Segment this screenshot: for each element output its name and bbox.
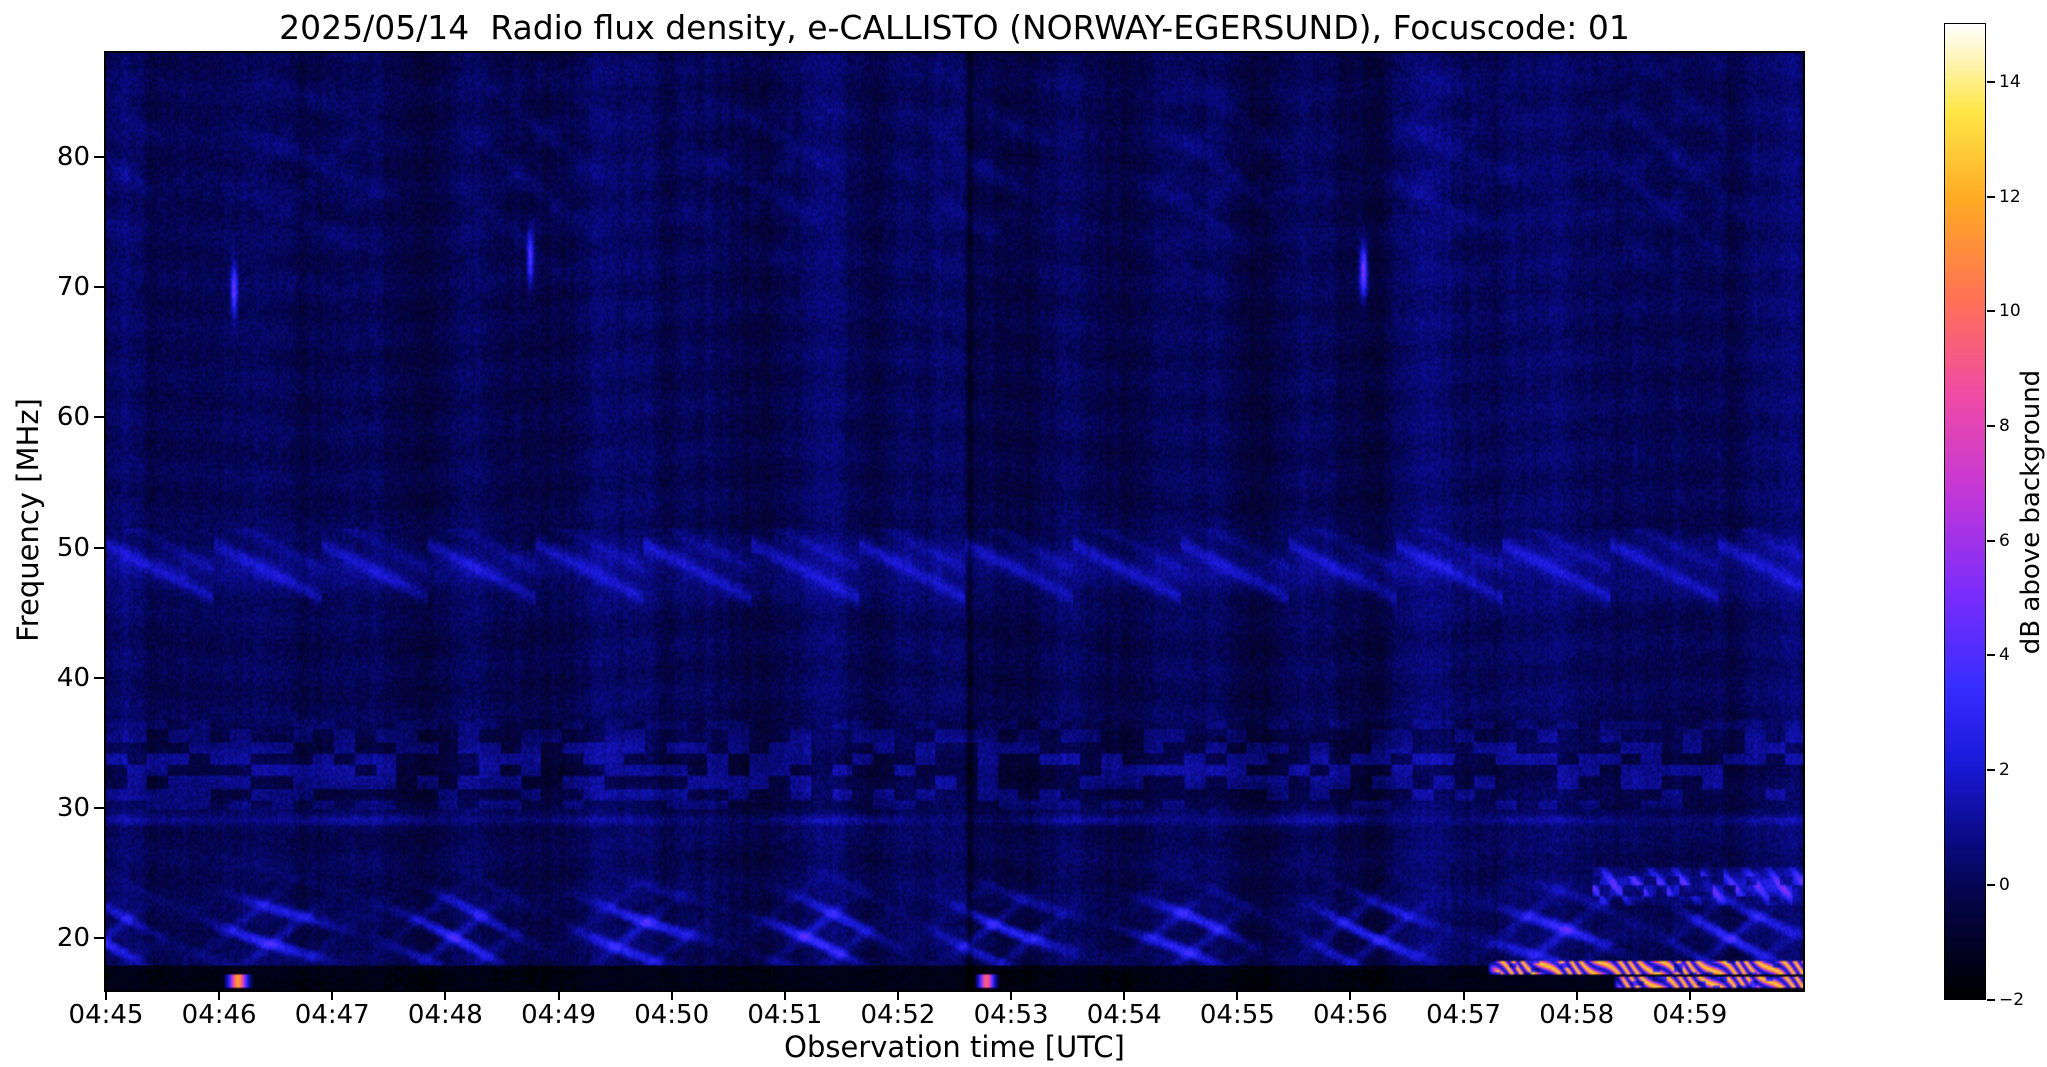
colorbar-tick-label: 12 (1999, 186, 2021, 207)
colorbar-tick-label: 6 (1999, 530, 2010, 551)
figure-title: 2025/05/14 Radio flux density, e-CALLIST… (279, 8, 1630, 47)
plot-area (104, 51, 1805, 992)
colorbar-tick-label: −2 (1999, 989, 2025, 1010)
x-tick (1575, 990, 1578, 1000)
x-tick (670, 990, 673, 1000)
colorbar-tick-label: 0 (1999, 874, 2010, 895)
y-tick-label: 20 (56, 922, 90, 953)
x-tick (444, 990, 447, 1000)
colorbar-tick (1987, 539, 1995, 542)
y-tick (94, 936, 104, 939)
colorbar-tick (1987, 424, 1995, 427)
y-tick-label: 30 (56, 792, 90, 823)
x-tick-label: 04:54 (1086, 1000, 1162, 1030)
colorbar-tick-label: 4 (1999, 645, 2010, 666)
y-axis-label: Frequency [MHz] (11, 398, 45, 642)
x-tick-label: 04:48 (407, 1000, 483, 1030)
x-tick (1462, 990, 1465, 1000)
x-axis-label: Observation time [UTC] (784, 1030, 1125, 1064)
x-tick-label: 04:55 (1199, 1000, 1275, 1030)
y-tick (94, 806, 104, 809)
x-tick (331, 990, 334, 1000)
x-tick (783, 990, 786, 1000)
y-tick-label: 60 (56, 402, 90, 433)
colorbar-tick (1987, 883, 1995, 886)
colorbar-tick (1987, 195, 1995, 198)
y-tick-label: 50 (56, 532, 90, 563)
colorbar-tick (1987, 310, 1995, 313)
x-tick-label: 04:59 (1652, 1000, 1728, 1030)
x-tick-label: 04:51 (747, 1000, 823, 1030)
colorbar-tick (1987, 80, 1995, 83)
y-tick (94, 676, 104, 679)
y-tick-label: 80 (56, 142, 90, 173)
colorbar-tick-label: 14 (1999, 71, 2021, 92)
x-tick-label: 04:56 (1312, 1000, 1388, 1030)
x-tick-label: 04:58 (1539, 1000, 1615, 1030)
spectrogram-canvas (106, 53, 1803, 990)
y-tick-label: 40 (56, 662, 90, 693)
colorbar-canvas (1945, 24, 1985, 999)
colorbar-tick (1987, 654, 1995, 657)
x-tick-label: 04:52 (860, 1000, 936, 1030)
x-tick (1349, 990, 1352, 1000)
colorbar-tick (1987, 769, 1995, 772)
x-tick (1236, 990, 1239, 1000)
y-tick (94, 546, 104, 549)
y-tick-label: 70 (56, 272, 90, 303)
x-tick (218, 990, 221, 1000)
colorbar-tick-label: 8 (1999, 415, 2010, 436)
x-tick-label: 04:47 (294, 1000, 370, 1030)
x-tick (1688, 990, 1691, 1000)
x-tick-label: 04:53 (973, 1000, 1049, 1030)
colorbar-tick-label: 2 (1999, 760, 2010, 781)
x-tick-label: 04:46 (181, 1000, 257, 1030)
x-tick (557, 990, 560, 1000)
x-tick (1010, 990, 1013, 1000)
x-tick-label: 04:50 (634, 1000, 710, 1030)
x-tick-label: 04:45 (68, 1000, 144, 1030)
y-tick (94, 416, 104, 419)
colorbar (1944, 23, 1986, 1000)
colorbar-tick-label: 10 (1999, 301, 2021, 322)
x-tick (105, 990, 107, 1000)
y-tick (94, 156, 104, 159)
y-tick (94, 286, 104, 289)
x-tick (896, 990, 899, 1000)
x-tick (1123, 990, 1126, 1000)
x-tick-label: 04:49 (521, 1000, 596, 1030)
x-tick-label: 04:57 (1426, 1000, 1502, 1030)
colorbar-tick (1987, 998, 1995, 1001)
